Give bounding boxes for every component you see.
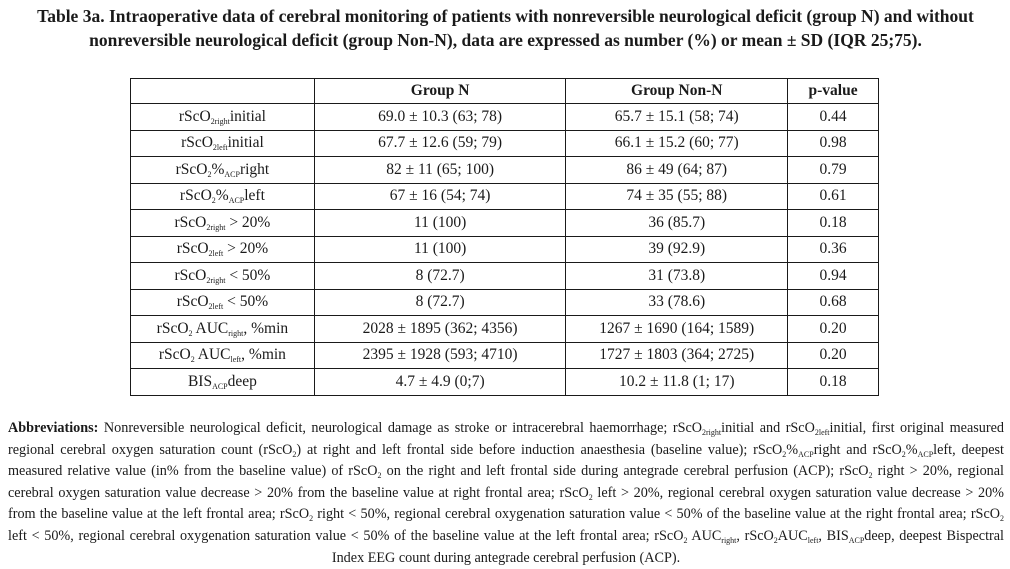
abbrev-subscript: 2 [868,471,873,481]
abbrev-subscript: ACP [848,535,865,545]
cell-p-value: 0.94 [787,262,879,290]
label-subscript: ACP [212,381,228,391]
cell-group-n: 2395 ± 1928 (593; 4710) [313,341,567,369]
cell-p-value: 0.20 [787,341,879,369]
table-row: rScO2right > 20% 11 (100) 36 (85.7) 0.18 [130,209,879,237]
cell-group-non-n: 74 ± 35 (55; 88) [565,182,789,210]
row-label: rScO2right < 50% [130,262,315,290]
cell-group-non-n: 36 (85.7) [565,209,789,237]
table-row: rScO2left > 20% 11 (100) 39 (92.9) 0.36 [130,235,879,263]
label-subscript: 2left [208,249,224,259]
label-subscript: 2right [210,116,230,126]
label-subscript: ACP [224,169,240,179]
row-label: rScO2left > 20% [130,235,315,263]
abbrev-subscript: 2 [901,449,906,459]
abbrev-subscript: ACP [917,449,934,459]
table-row: rScO2 AUCleft, %min 2395 ± 1928 (593; 471… [130,341,879,369]
label-subscript: right [228,328,244,338]
header-cell-p-value: p-value [787,78,879,104]
row-label: rScO2leftinitial [130,129,315,157]
row-label: rScO2 AUCleft, %min [130,341,315,369]
table-row: rScO2left < 50% 8 (72.7) 33 (78.6) 0.68 [130,288,879,316]
abbrev-subscript: right [721,535,737,545]
cell-group-non-n: 86 ± 49 (64; 87) [565,156,789,184]
header-cell-group-n: Group N [313,78,567,104]
cell-group-non-n: 31 (73.8) [565,262,789,290]
row-label: rScO2rightinitial [130,103,315,131]
table-row: BISACPdeep 4.7 ± 4.9 (0;7) 10.2 ± 11.8 (1;… [130,368,879,396]
cell-group-n: 67.7 ± 12.6 (59; 79) [313,129,567,157]
cell-group-n: 4.7 ± 4.9 (0;7) [313,368,567,396]
cell-p-value: 0.36 [787,235,879,263]
label-subscript: 2left [212,143,228,153]
table-header-row: Group N Group Non-N p-value [130,78,879,104]
cell-group-non-n: 33 (78.6) [565,288,789,316]
label-subscript: 2right [206,222,226,232]
data-table: Group N Group Non-N p-value rScO2rightin… [130,78,879,396]
label-subscript: 2left [208,302,224,312]
cell-group-n: 82 ± 11 (65; 100) [313,156,567,184]
cell-group-non-n: 66.1 ± 15.2 (60; 77) [565,129,789,157]
cell-group-n: 67 ± 16 (54; 74) [313,182,567,210]
table-row: rScO2right < 50% 8 (72.7) 31 (73.8) 0.94 [130,262,879,290]
table-row: rScO2leftinitial 67.7 ± 12.6 (59; 79) 66.1… [130,129,879,157]
table-row: rScO2rightinitial 69.0 ± 10.3 (63; 78) 65.… [130,103,879,131]
cell-p-value: 0.61 [787,182,879,210]
row-label: rScO2left < 50% [130,288,315,316]
header-cell-label [130,78,315,104]
abbrev-subscript: 2 [773,535,778,545]
row-label: rScO2 AUCright, %min [130,315,315,343]
cell-p-value: 0.44 [787,103,879,131]
abbreviations-heading: Abbreviations: [8,420,99,436]
table-row: rScO2%ACPleft 67 ± 16 (54; 74) 74 ± 35 (55… [130,182,879,210]
abbrev-subscript: 2 [782,449,787,459]
cell-group-n: 69.0 ± 10.3 (63; 78) [313,103,567,131]
header-cell-group-non-n: Group Non-N [565,78,789,104]
table-row: rScO2 AUCright, %min 2028 ± 1895 (362; 43… [130,315,879,343]
abbrev-subscript: 2 [377,471,382,481]
abbrev-subscript: ACP [798,449,814,459]
cell-group-non-n: 65.7 ± 15.1 (58; 74) [565,103,789,131]
label-subscript: 2 [211,196,216,206]
cell-p-value: 0.98 [787,129,879,157]
label-subscript: 2 [207,169,212,179]
label-subscript: left [230,355,242,365]
abbrev-subscript: 2 [292,449,297,459]
row-label: rScO2%ACPright [130,156,315,184]
abbreviations-note: Abbreviations: Nonreversible neurologica… [8,420,1005,566]
table-caption: Table 3a. Intraoperative data of cerebra… [37,6,974,50]
row-label: rScO2%ACPleft [130,182,315,210]
label-subscript: 2right [206,275,226,285]
abbrev-subscript: 2left [814,428,830,437]
table-body: rScO2rightinitial 69.0 ± 10.3 (63; 78) 65.… [130,103,879,396]
abbrev-subscript: 2 [588,492,593,502]
label-subscript: ACP [228,196,245,206]
table-row: rScO2%ACPright 82 ± 11 (65; 100) 86 ± 49 (… [130,156,879,184]
cell-group-n: 11 (100) [313,209,567,237]
cell-group-n: 8 (72.7) [313,262,567,290]
row-label: rScO2right > 20% [130,209,315,237]
abbrev-subscript: 2 [999,514,1004,524]
label-subscript: 2 [188,328,193,338]
cell-group-n: 2028 ± 1895 (362; 4356) [313,315,567,343]
cell-group-non-n: 10.2 ± 11.8 (1; 17) [565,368,789,396]
abbrev-subscript: left [807,535,819,545]
cell-group-non-n: 1267 ± 1690 (164; 1589) [565,315,789,343]
cell-p-value: 0.18 [787,368,879,396]
abbrev-subscript: 2 [309,514,314,524]
abbrev-subscript: 2right [702,428,722,437]
cell-group-non-n: 39 (92.9) [565,235,789,263]
row-label: BISACPdeep [130,368,315,396]
cell-p-value: 0.18 [787,209,879,237]
cell-group-n: 11 (100) [313,235,567,263]
cell-p-value: 0.79 [787,156,879,184]
cell-p-value: 0.20 [787,315,879,343]
cell-group-non-n: 1727 ± 1803 (364; 2725) [565,341,789,369]
cell-group-n: 8 (72.7) [313,288,567,316]
abbrev-subscript: 2 [683,535,688,545]
label-subscript: 2 [190,355,195,365]
cell-p-value: 0.68 [787,288,879,316]
